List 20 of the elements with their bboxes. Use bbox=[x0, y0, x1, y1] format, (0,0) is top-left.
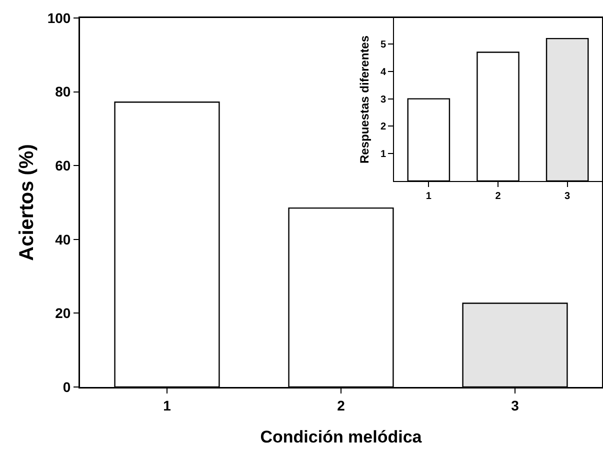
y-tick-label: 2 bbox=[380, 122, 386, 133]
y-tick-label: 3 bbox=[380, 94, 386, 106]
x-tick-label: 1 bbox=[426, 191, 432, 202]
y-axis-title: Respuestas diferentes bbox=[358, 35, 372, 164]
y-tick-label: 80 bbox=[55, 84, 71, 100]
y-tick-label: 60 bbox=[55, 158, 71, 174]
y-tick-label: 1 bbox=[380, 149, 386, 160]
y-tick-label: 20 bbox=[55, 305, 71, 322]
y-tick-label: 5 bbox=[380, 40, 386, 51]
y-tick-label: 4 bbox=[380, 66, 386, 78]
x-tick-label: 2 bbox=[337, 397, 346, 414]
x-axis-title: Condición melódica bbox=[260, 427, 422, 446]
x-tick-label: 1 bbox=[163, 397, 172, 414]
x-tick-label: 2 bbox=[495, 191, 502, 202]
y-tick-label: 40 bbox=[55, 231, 71, 248]
y-axis-title: Aciertos (%) bbox=[16, 144, 38, 261]
x-tick-label: 3 bbox=[511, 397, 520, 414]
y-tick-label: 0 bbox=[62, 378, 71, 395]
y-tick-label: 100 bbox=[47, 10, 71, 26]
x-tick-label: 3 bbox=[564, 191, 571, 202]
